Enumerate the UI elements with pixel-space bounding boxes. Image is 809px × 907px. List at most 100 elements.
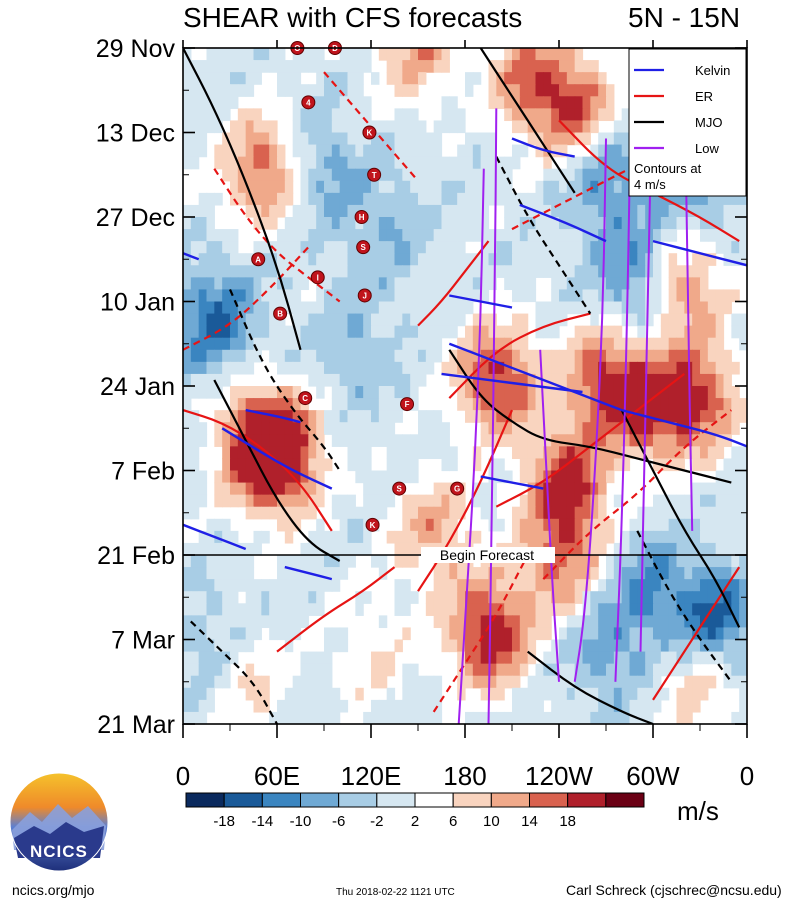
shade-cell (692, 313, 701, 327)
shade-cell (378, 482, 388, 496)
shade-cell (394, 168, 403, 182)
website-link[interactable]: ncics.org/mjo (12, 882, 95, 898)
shade-cell (637, 422, 646, 435)
shade-cell (284, 699, 294, 713)
shade-cell (504, 72, 513, 85)
shade-cell (324, 651, 333, 665)
shade-cell (441, 603, 450, 616)
shade-cell (613, 458, 623, 472)
shade-cell (606, 204, 615, 218)
shade-cell (621, 555, 631, 568)
shade-cell (190, 410, 200, 423)
shade-cell (410, 84, 419, 97)
shade-cell (394, 410, 403, 423)
shade-cell (645, 313, 654, 327)
shade-cell (731, 506, 740, 520)
shade-cell (324, 325, 333, 339)
shade-cell (707, 361, 717, 375)
shade-cell (559, 72, 568, 85)
shade-cell (425, 410, 435, 423)
shade-cell (590, 168, 599, 182)
shade-cell (512, 48, 521, 61)
shade-cell (355, 398, 364, 411)
shade-cell (245, 687, 255, 701)
shade-cell (543, 410, 552, 423)
shade-cell (190, 289, 200, 303)
er-contour (652, 566, 741, 701)
shade-cell (237, 494, 247, 508)
shade-cell (292, 555, 302, 568)
shade-cell (300, 615, 309, 629)
shade-cell (590, 301, 599, 315)
shade-cell (582, 361, 591, 375)
shade-cell (566, 229, 576, 242)
shade-cell (402, 180, 411, 194)
shade-cell (535, 108, 544, 122)
shade-cell (606, 349, 615, 363)
storm-icon (310, 270, 325, 285)
shade-cell (292, 458, 302, 472)
shade-cell (700, 458, 709, 472)
shade-cell (198, 361, 208, 375)
shade-cell (566, 687, 576, 701)
shade-cell (668, 555, 678, 568)
shade-cell (300, 675, 309, 689)
shade-cell (731, 518, 740, 532)
shade-cell (183, 603, 192, 616)
shade-cell (653, 663, 662, 677)
shade-cell (433, 120, 443, 134)
shade-cell (707, 337, 717, 351)
shade-cell (465, 180, 474, 194)
shade-cell (316, 482, 325, 496)
shade-cell (692, 289, 701, 303)
shade-cell (559, 542, 568, 556)
shade-cell (198, 301, 208, 315)
shade-cell (566, 579, 576, 592)
y-tick-label: 13 Dec (96, 120, 175, 148)
shade-cell (347, 241, 356, 254)
shade-cell (441, 192, 450, 206)
shade-cell (480, 398, 490, 411)
shade-cell (621, 530, 631, 544)
shade-cell (645, 361, 654, 375)
shade-cell (480, 579, 490, 592)
shade-cell (606, 277, 615, 291)
shade-cell (183, 120, 192, 134)
shade-cell (527, 48, 537, 61)
shade-cell (535, 663, 544, 677)
shade-cell (292, 204, 302, 218)
shade-cell (606, 361, 615, 375)
shade-cell (183, 373, 192, 387)
colorbar-label: 18 (559, 813, 576, 830)
shade-cell (668, 422, 678, 435)
storm-icon (273, 306, 288, 321)
shade-cell (574, 132, 584, 146)
shade-cell (324, 108, 333, 122)
shade-cell (668, 192, 678, 206)
shade-cell (371, 241, 380, 254)
shade-cell (230, 60, 239, 73)
shade-cell (284, 289, 294, 303)
shade-cell (496, 96, 505, 109)
shade-cell (331, 639, 341, 653)
shade-cell (253, 386, 262, 399)
shade-cell (535, 180, 544, 194)
shade-cell (715, 373, 725, 387)
shade-cell (504, 422, 513, 435)
shade-cell (316, 289, 325, 303)
shade-cell (355, 84, 364, 97)
shade-cell (715, 398, 725, 411)
shade-cell (418, 168, 427, 182)
shade-cell (292, 277, 302, 291)
shade-cell (308, 422, 317, 435)
shade-cell (425, 289, 435, 303)
shade-cell (433, 241, 443, 254)
shade-cell (629, 361, 638, 375)
shade-cell (566, 567, 576, 580)
shade-cell (277, 615, 286, 629)
shade-cell (316, 663, 325, 677)
shade-cell (465, 277, 474, 291)
shade-cell (214, 48, 223, 61)
shade-cell (433, 132, 443, 146)
